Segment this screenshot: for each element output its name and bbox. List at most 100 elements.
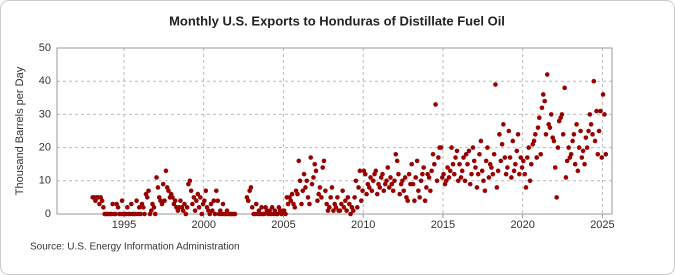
data-point bbox=[393, 151, 399, 157]
data-point bbox=[140, 205, 146, 210]
data-point bbox=[160, 181, 166, 187]
data-point bbox=[551, 138, 557, 144]
data-point bbox=[343, 198, 348, 204]
data-point bbox=[592, 138, 598, 144]
data-point bbox=[501, 122, 506, 127]
data-point bbox=[212, 211, 218, 217]
data-point bbox=[499, 141, 505, 147]
data-point bbox=[360, 188, 365, 194]
data-point bbox=[339, 201, 344, 207]
data-point bbox=[180, 208, 186, 213]
data-point bbox=[348, 211, 353, 217]
data-point bbox=[159, 201, 165, 207]
y-tick-label: 0 bbox=[45, 208, 51, 220]
data-point bbox=[434, 178, 440, 184]
data-point bbox=[344, 208, 349, 213]
data-point bbox=[380, 171, 385, 177]
data-point bbox=[486, 175, 492, 180]
data-point bbox=[288, 198, 294, 204]
data-point bbox=[540, 92, 546, 97]
data-point bbox=[497, 132, 502, 137]
data-point bbox=[467, 181, 473, 187]
data-point bbox=[491, 151, 497, 157]
data-point bbox=[465, 161, 470, 167]
data-point bbox=[163, 168, 169, 174]
data-point bbox=[295, 191, 300, 197]
data-point bbox=[402, 175, 408, 180]
data-point bbox=[311, 175, 316, 180]
data-point bbox=[136, 205, 142, 210]
data-point bbox=[202, 198, 207, 204]
data-point bbox=[315, 198, 320, 204]
data-point bbox=[190, 201, 195, 207]
data-point bbox=[214, 188, 219, 194]
data-point bbox=[587, 112, 593, 117]
data-point bbox=[248, 185, 254, 190]
data-point bbox=[462, 178, 468, 184]
data-point bbox=[511, 168, 517, 174]
data-point bbox=[384, 178, 389, 184]
data-point bbox=[352, 195, 357, 200]
data-point bbox=[345, 195, 351, 200]
data-point bbox=[275, 211, 280, 217]
data-point bbox=[337, 208, 343, 213]
data-point bbox=[477, 151, 482, 157]
data-point bbox=[129, 201, 134, 207]
data-point bbox=[183, 211, 189, 217]
data-point bbox=[207, 211, 213, 217]
data-point bbox=[385, 165, 391, 170]
data-point bbox=[575, 168, 581, 174]
data-point bbox=[572, 161, 578, 167]
data-point bbox=[420, 171, 425, 177]
data-point bbox=[305, 195, 311, 200]
data-point bbox=[548, 112, 554, 117]
data-point bbox=[430, 151, 436, 157]
data-point bbox=[485, 145, 490, 150]
data-point bbox=[191, 195, 197, 200]
data-point bbox=[447, 168, 453, 174]
data-point bbox=[539, 105, 545, 111]
data-point bbox=[529, 161, 534, 167]
data-point bbox=[162, 198, 167, 204]
data-point bbox=[300, 188, 306, 194]
data-point bbox=[493, 82, 498, 87]
plot-frame bbox=[56, 47, 613, 215]
data-point bbox=[532, 132, 538, 137]
data-point bbox=[394, 158, 400, 164]
y-tick-label: 20 bbox=[39, 142, 51, 154]
data-point bbox=[518, 155, 524, 160]
data-point bbox=[595, 151, 601, 157]
data-point bbox=[269, 205, 275, 210]
data-point bbox=[538, 151, 544, 157]
data-point bbox=[603, 151, 609, 157]
data-point bbox=[172, 198, 178, 204]
data-point bbox=[261, 211, 267, 217]
data-point bbox=[203, 188, 209, 194]
data-point bbox=[389, 181, 395, 187]
data-point bbox=[355, 205, 360, 210]
data-point bbox=[514, 148, 520, 154]
data-point bbox=[563, 175, 569, 180]
data-point bbox=[519, 165, 525, 170]
data-point bbox=[495, 168, 501, 174]
data-point bbox=[527, 178, 533, 184]
data-point bbox=[148, 208, 154, 213]
data-point bbox=[366, 185, 372, 190]
y-tick-label: 30 bbox=[39, 108, 51, 120]
data-point bbox=[494, 185, 500, 190]
data-point bbox=[194, 198, 199, 204]
data-point bbox=[564, 158, 570, 164]
data-point bbox=[458, 175, 464, 180]
data-point bbox=[503, 171, 509, 177]
data-point bbox=[474, 185, 480, 190]
data-point bbox=[552, 165, 558, 170]
data-point bbox=[115, 205, 121, 210]
data-point bbox=[412, 198, 417, 204]
data-point bbox=[316, 191, 322, 197]
data-point bbox=[364, 191, 369, 197]
data-point bbox=[320, 165, 325, 170]
plot-area: 0 10 20 30 40 50 1995 2000 2005 2010 2015 2020 2025 bbox=[39, 42, 615, 231]
data-point bbox=[323, 188, 328, 194]
data-point bbox=[405, 198, 411, 204]
